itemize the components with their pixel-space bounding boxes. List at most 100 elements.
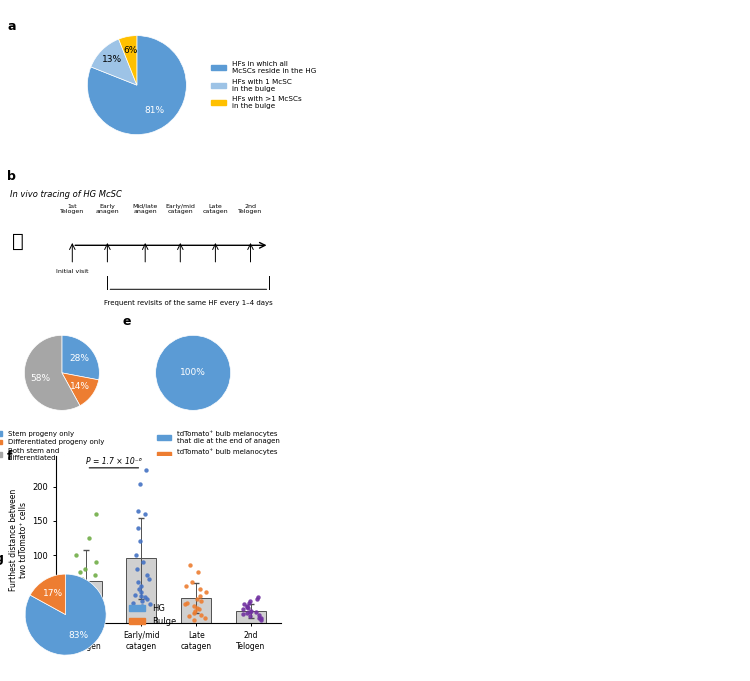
Text: 6%: 6%	[123, 46, 137, 54]
Point	[244, 596, 256, 607]
Text: Mid/late
anagen: Mid/late anagen	[133, 204, 158, 215]
Point	[184, 560, 196, 571]
Point	[134, 590, 146, 601]
Point	[142, 573, 154, 584]
Point	[133, 584, 145, 595]
Point	[80, 596, 92, 607]
Point	[87, 584, 99, 595]
Point	[188, 614, 200, 625]
Point	[241, 607, 253, 618]
Point	[244, 607, 256, 618]
Point	[251, 592, 263, 603]
Wedge shape	[25, 335, 80, 411]
Point	[139, 509, 151, 520]
Bar	[236, 611, 266, 623]
Point	[183, 611, 195, 622]
Point	[82, 533, 94, 543]
Point	[195, 596, 207, 607]
Point	[89, 570, 101, 581]
Legend: HFs in which all
McSCs reside in the HG, HFs with 1 McSC
in the bulge, HFs with : HFs in which all McSCs reside in the HG,…	[209, 59, 319, 112]
Wedge shape	[30, 574, 66, 614]
Point	[79, 603, 91, 614]
Point	[134, 478, 146, 489]
Point	[237, 604, 249, 615]
Point	[136, 601, 148, 612]
Point	[90, 509, 102, 520]
Point	[137, 556, 149, 567]
Point	[132, 577, 144, 588]
Text: e: e	[123, 315, 131, 328]
Point	[244, 605, 256, 616]
Point	[182, 597, 194, 608]
Point	[140, 464, 152, 475]
Point	[190, 603, 202, 614]
Point	[255, 613, 267, 624]
Bar	[71, 581, 101, 623]
Point	[251, 594, 263, 605]
Text: Early/mid
catagen: Early/mid catagen	[165, 204, 195, 215]
Point	[188, 601, 200, 612]
Point	[238, 599, 250, 609]
Legend: Stem progeny only, Differentiated progeny only, Both stem and
differentiated pro: Stem progeny only, Differentiated progen…	[0, 428, 107, 464]
Point	[188, 605, 200, 616]
Point	[130, 550, 142, 560]
Text: 17%: 17%	[44, 589, 63, 598]
Point	[80, 563, 92, 574]
Text: a: a	[8, 20, 16, 33]
Point	[141, 570, 153, 581]
Point	[86, 601, 98, 612]
Text: g: g	[0, 552, 4, 565]
Wedge shape	[88, 35, 186, 135]
Point	[253, 612, 265, 623]
Point	[132, 522, 144, 533]
Text: 2nd
Telogen: 2nd Telogen	[238, 204, 262, 215]
Point	[78, 580, 90, 591]
Wedge shape	[62, 335, 99, 380]
Point	[133, 505, 145, 516]
Point	[71, 577, 83, 588]
Point	[190, 594, 202, 605]
Point	[71, 594, 83, 605]
Text: f: f	[7, 449, 12, 462]
Point	[74, 567, 86, 577]
Text: Frequent revisits of the same HF every 1–4 days: Frequent revisits of the same HF every 1…	[104, 300, 273, 306]
Text: 58%: 58%	[30, 374, 50, 383]
Point	[188, 607, 200, 618]
Text: 🖱: 🖱	[13, 232, 24, 251]
Point	[136, 596, 148, 607]
Point	[253, 609, 265, 620]
Text: 81%: 81%	[144, 106, 164, 115]
Text: P = 1.7 × 10⁻⁶: P = 1.7 × 10⁻⁶	[86, 457, 142, 466]
Text: In vivo tracing of HG McSC: In vivo tracing of HG McSC	[10, 190, 122, 199]
Point	[237, 608, 249, 619]
Point	[242, 603, 254, 614]
Point	[242, 601, 254, 612]
Point	[179, 599, 191, 609]
Wedge shape	[156, 335, 231, 411]
Point	[86, 604, 98, 615]
Point	[181, 580, 193, 591]
Point	[81, 597, 93, 608]
Wedge shape	[91, 39, 136, 85]
Point	[71, 605, 83, 616]
Text: 28%: 28%	[69, 354, 89, 363]
Point	[192, 567, 204, 577]
Point	[70, 550, 82, 560]
Point	[84, 587, 96, 598]
Point	[139, 592, 151, 603]
Point	[135, 587, 147, 598]
Legend: HG, Bulge: HG, Bulge	[125, 600, 180, 629]
Text: Late
catagen: Late catagen	[202, 204, 228, 215]
Point	[141, 594, 153, 605]
Point	[130, 604, 142, 615]
Bar	[181, 598, 212, 623]
Point	[194, 604, 206, 615]
Point	[255, 614, 267, 625]
Point	[194, 584, 206, 595]
Y-axis label: Furthest distance between
two tdTomato⁺ cells: Furthest distance between two tdTomato⁺ …	[8, 488, 28, 591]
Point	[131, 563, 143, 574]
Point	[90, 556, 102, 567]
Bar	[126, 558, 157, 623]
Point	[243, 597, 255, 608]
Text: 83%: 83%	[68, 631, 88, 640]
